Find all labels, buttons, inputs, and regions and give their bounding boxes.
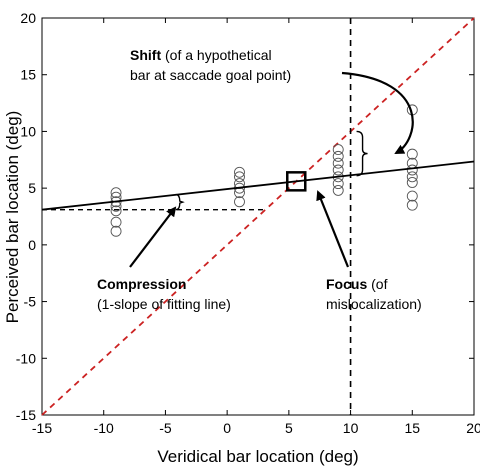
- compression-annotation: Compression: [97, 276, 186, 292]
- data-point: [332, 184, 344, 196]
- identity-line: [41, 17, 475, 416]
- y-tick-label: 15: [20, 67, 36, 83]
- data-point: [234, 166, 245, 178]
- x-tick-label: 20: [466, 420, 480, 436]
- data-point: [234, 187, 245, 199]
- y-axis-label: Perceived bar location (deg): [3, 111, 22, 324]
- data-point: [332, 144, 344, 156]
- y-tick-label: -10: [16, 350, 36, 366]
- data-point: [234, 178, 245, 190]
- x-tick-label: -10: [94, 420, 114, 436]
- data-point: [406, 199, 418, 211]
- y-tick-label: -15: [16, 407, 36, 423]
- data-point: [110, 187, 122, 199]
- x-tick-label: -15: [32, 420, 52, 436]
- focus-annotation-line2: mislocalization): [326, 296, 422, 312]
- data-points: [110, 104, 418, 237]
- data-point: [406, 177, 418, 188]
- shift-annotation-line2: bar at saccade goal point): [130, 67, 291, 83]
- x-tick-labels: -15 -10 -5 0 5 10 15 20: [32, 420, 480, 436]
- fit-line: [41, 160, 475, 211]
- data-point: [110, 216, 122, 228]
- x-tick-label: -5: [159, 420, 172, 436]
- focus-marker: [286, 171, 307, 192]
- y-tick-labels: -15 -10 -5 0 5 10 15 20: [16, 10, 36, 423]
- shift-annotation: Shift (of a hypothetical: [130, 47, 272, 63]
- x-tick-label: 5: [285, 420, 293, 436]
- plot-frame: [41, 17, 475, 416]
- data-point: [406, 164, 418, 176]
- data-point: [332, 178, 344, 190]
- focus-arrow: [316, 190, 350, 268]
- x-tick-label: 15: [404, 420, 420, 436]
- data-point: [406, 171, 418, 183]
- y-tick-label: 20: [20, 10, 36, 26]
- data-point: [406, 190, 418, 202]
- data-point: [234, 171, 245, 183]
- focus-annotation: Focus (of: [326, 276, 388, 292]
- data-point: [110, 205, 122, 217]
- x-axis-label: Veridical bar location (deg): [157, 447, 358, 466]
- compression-arrow: [129, 206, 177, 268]
- data-point: [110, 225, 122, 237]
- y-tick-label: -5: [24, 294, 37, 310]
- compression-brace: [175, 193, 185, 211]
- shift-arrow: [341, 71, 414, 154]
- data-point: [332, 164, 344, 176]
- data-point: [332, 150, 344, 162]
- compression-annotation-line2: (1-slope of fitting line): [97, 296, 231, 312]
- x-tick-label: 10: [343, 420, 359, 436]
- data-point: [406, 157, 418, 169]
- y-tick-label: 5: [28, 180, 36, 196]
- y-tick-label: 10: [20, 123, 36, 139]
- data-point: [406, 148, 418, 160]
- y-tick-label: 0: [28, 237, 36, 253]
- data-point: [234, 196, 245, 208]
- x-tick-label: 0: [223, 420, 231, 436]
- data-point: [332, 157, 344, 169]
- shift-brace: [356, 130, 368, 177]
